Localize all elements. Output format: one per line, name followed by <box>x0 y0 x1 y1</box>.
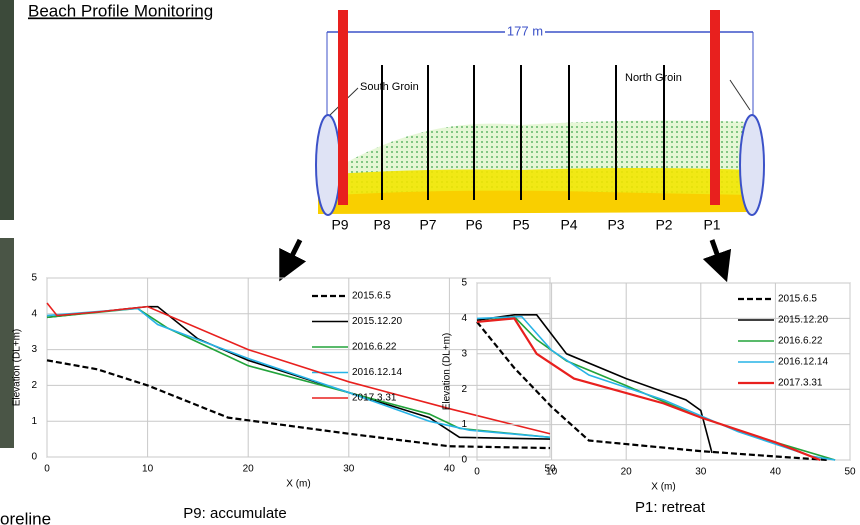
span-label: 177 m <box>507 23 543 38</box>
profile-label: P4 <box>560 217 577 233</box>
x-tick-label: 10 <box>546 467 558 478</box>
x-tick-label: 20 <box>621 467 633 478</box>
north-groin <box>739 114 765 216</box>
y-tick-label: 0 <box>31 452 37 463</box>
y-tick-label: 2 <box>31 380 37 391</box>
profile-label: P8 <box>373 217 390 233</box>
y-tick-label: 0 <box>461 455 467 466</box>
x-tick-label: 50 <box>544 464 556 475</box>
profile-label: P2 <box>655 217 672 233</box>
series-line <box>46 307 551 439</box>
y-axis-label: Elevation (DL+m) <box>12 329 23 407</box>
y-tick-label: 2 <box>461 384 467 395</box>
groin-label: South Groin <box>360 81 419 93</box>
series-line <box>476 314 713 454</box>
profile-label: P6 <box>465 217 482 233</box>
series-line <box>476 321 828 462</box>
groin-label: North Groin <box>625 72 682 84</box>
x-tick-label: 30 <box>695 467 707 478</box>
y-tick-label: 1 <box>461 419 467 430</box>
series-line <box>476 317 821 462</box>
profile-label: P7 <box>419 217 436 233</box>
y-tick-label: 1 <box>31 416 37 427</box>
legend-label: 2015.6.5 <box>352 291 391 302</box>
footer-text: oreline <box>0 509 51 525</box>
x-tick-label: 40 <box>770 467 782 478</box>
legend-label: 2017.3.31 <box>778 378 823 389</box>
photo-strip <box>0 0 14 220</box>
x-tick-label: 50 <box>844 467 856 478</box>
x-axis-label: X (m) <box>651 482 675 493</box>
legend-label: 2015.12.20 <box>352 316 402 327</box>
y-axis-label: Elevation (DL+m) <box>442 333 453 411</box>
title: Beach Profile Monitoring <box>28 1 213 20</box>
series-line <box>46 302 551 435</box>
y-tick-label: 4 <box>461 313 467 324</box>
profile-label: P9 <box>331 217 348 233</box>
x-tick-label: 10 <box>142 464 154 475</box>
arrow <box>702 239 732 283</box>
label-bg <box>505 24 545 40</box>
y-tick-label: 4 <box>31 308 37 319</box>
y-tick-label: 3 <box>31 344 37 355</box>
legend-label: 2016.6.22 <box>352 342 397 353</box>
profile-label: P1 <box>703 217 720 233</box>
legend-label: 2015.6.5 <box>778 294 817 305</box>
plot-area <box>476 282 851 461</box>
legend-label: 2016.12.14 <box>778 357 828 368</box>
sand <box>318 190 752 214</box>
legend-label: 2016.12.14 <box>352 367 402 378</box>
legend-label: 2017.3.31 <box>352 393 397 404</box>
plan-view: 177 m South Groin North Groin <box>315 23 765 216</box>
y-tick-label: 3 <box>461 348 467 359</box>
y-tick-label: 5 <box>461 278 467 289</box>
caption: P1: retreat <box>635 499 706 516</box>
photo-strip <box>0 238 14 448</box>
x-tick-label: 20 <box>243 464 255 475</box>
profile-label: P3 <box>607 217 624 233</box>
leader <box>729 79 751 111</box>
caption: P9: accumulate <box>183 505 286 522</box>
x-tick-label: 40 <box>444 464 456 475</box>
x-tick-label: 0 <box>474 467 480 478</box>
legend-label: 2015.12.20 <box>778 315 828 326</box>
profile-label: P5 <box>512 217 529 233</box>
series-line <box>46 305 551 440</box>
legend-label: 2016.6.22 <box>778 336 823 347</box>
x-tick-label: 0 <box>44 464 50 475</box>
south-groin <box>315 114 341 216</box>
arrow <box>279 238 307 282</box>
y-tick-label: 5 <box>31 273 37 284</box>
x-tick-label: 30 <box>343 464 355 475</box>
series-line <box>46 359 551 450</box>
x-axis-label: X (m) <box>286 479 310 490</box>
series-line <box>46 307 551 439</box>
